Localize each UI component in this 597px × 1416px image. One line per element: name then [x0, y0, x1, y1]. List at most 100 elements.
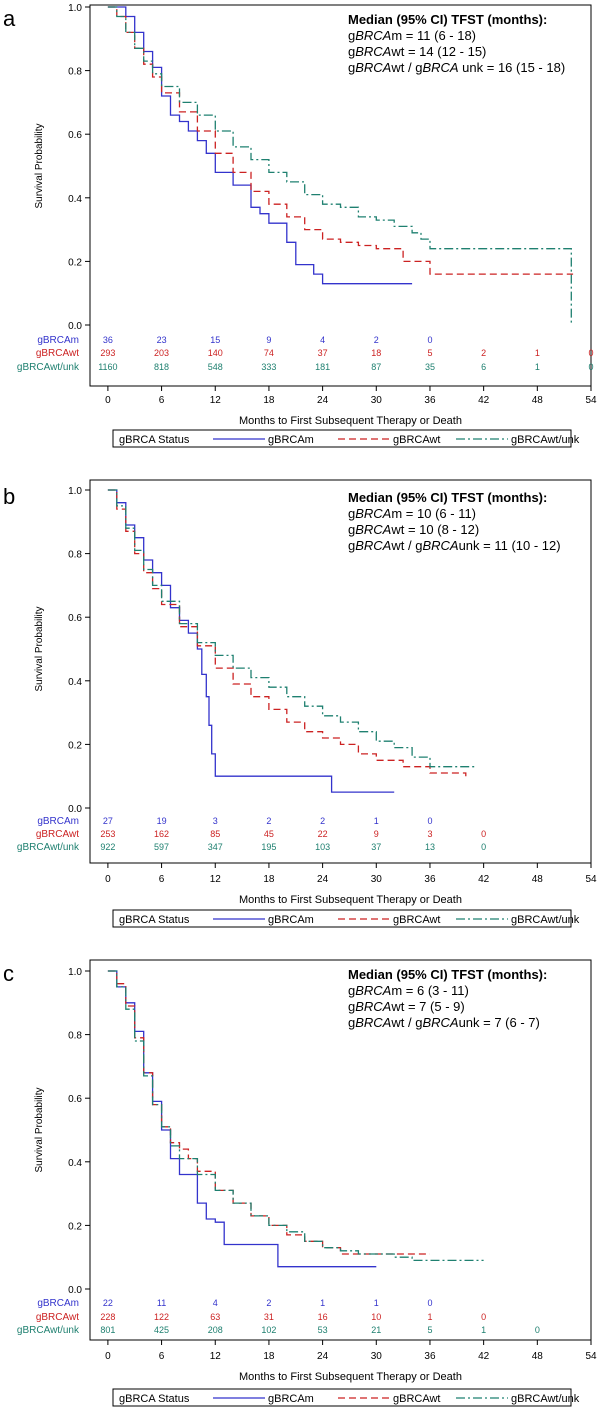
- panel-letter: b: [3, 484, 15, 509]
- risk-row-label: gBRCAwt/unk: [17, 362, 80, 373]
- median-line: gBRCAwt / gBRCA unk = 16 (15 - 18): [348, 60, 565, 75]
- median-line-part: BRCA: [355, 506, 391, 521]
- median-line: gBRCAm = 10 (6 - 11): [348, 506, 476, 521]
- x-tick-label: 48: [532, 1351, 544, 1362]
- x-tick-label: 12: [210, 1351, 222, 1362]
- risk-count: 15: [210, 335, 220, 345]
- risk-count: 13: [425, 842, 435, 852]
- risk-count: 85: [210, 829, 220, 839]
- legend-label: gBRCAwt/unk: [511, 434, 580, 446]
- risk-count: 9: [374, 829, 379, 839]
- risk-count: 53: [318, 1325, 328, 1335]
- risk-count: 102: [261, 1325, 276, 1335]
- x-tick-label: 6: [159, 1351, 165, 1362]
- median-line-part: wt / g: [390, 538, 422, 553]
- y-tick-label: 0.4: [68, 677, 82, 688]
- series-line-gBRCAm: [107, 970, 377, 1268]
- risk-count: 425: [154, 1325, 169, 1335]
- risk-count: 16: [318, 1312, 328, 1322]
- median-line-part: m = 11 (6 - 18): [391, 28, 476, 43]
- x-tick-label: 30: [371, 395, 383, 406]
- risk-count: 2: [374, 335, 379, 345]
- risk-count: 22: [318, 829, 328, 839]
- risk-count: 63: [210, 1312, 220, 1322]
- risk-count: 140: [208, 348, 223, 358]
- x-tick-label: 42: [478, 874, 490, 885]
- median-line: gBRCAwt = 7 (5 - 9): [348, 999, 465, 1014]
- risk-count: 0: [427, 816, 432, 826]
- median-line-part: wt = 7 (5 - 9): [390, 999, 464, 1014]
- y-tick-label: 0.6: [68, 613, 82, 624]
- x-tick-label: 18: [263, 1351, 275, 1362]
- y-axis-label: Survival Probability: [34, 1087, 45, 1172]
- x-tick-label: 24: [317, 1351, 329, 1362]
- risk-count: 31: [264, 1312, 274, 1322]
- risk-row-label: gBRCAwt/unk: [17, 842, 80, 853]
- median-line-part: g: [348, 1015, 355, 1030]
- x-tick-label: 12: [210, 395, 222, 406]
- risk-count: 0: [427, 335, 432, 345]
- legend-label: gBRCAwt/unk: [511, 914, 580, 926]
- x-tick-label: 0: [105, 1351, 111, 1362]
- risk-count: 1: [374, 816, 379, 826]
- x-tick-label: 0: [105, 395, 111, 406]
- risk-count: 22: [103, 1298, 113, 1308]
- median-line-part: unk = 11 (10 - 12): [459, 538, 561, 553]
- risk-count: 0: [481, 829, 486, 839]
- median-line-part: BRCA: [355, 522, 391, 537]
- risk-count: 162: [154, 829, 169, 839]
- y-tick-label: 0.0: [68, 321, 82, 332]
- median-line-part: wt = 10 (8 - 12): [390, 522, 479, 537]
- y-tick-label: 0.2: [68, 1221, 82, 1232]
- risk-count: 0: [481, 842, 486, 852]
- risk-row-label: gBRCAwt: [36, 829, 79, 840]
- legend-title: gBRCA Status: [119, 914, 190, 926]
- median-line-part: BRCA: [355, 44, 391, 59]
- plot-frame: [89, 479, 592, 864]
- x-tick-label: 54: [585, 1351, 597, 1362]
- risk-count: 103: [315, 842, 330, 852]
- risk-count: 203: [154, 348, 169, 358]
- legend: gBRCA Status gBRCAm gBRCAwt gBRCAwt/unk: [112, 1388, 580, 1407]
- median-line-part: g: [348, 44, 355, 59]
- median-line-part: wt = 14 (12 - 15): [390, 44, 486, 59]
- risk-count: 23: [157, 335, 167, 345]
- risk-count: 0: [481, 1312, 486, 1322]
- y-tick-label: 1.0: [68, 3, 82, 14]
- risk-count: 293: [100, 348, 115, 358]
- risk-count: 818: [154, 362, 169, 372]
- series-line-gBRCAwt: [107, 6, 574, 275]
- x-tick-label: 30: [371, 874, 383, 885]
- median-line-part: wt / g: [390, 60, 422, 75]
- risk-count: 2: [481, 348, 486, 358]
- risk-row-label: gBRCAwt: [36, 1312, 79, 1323]
- series-line-gBRCAwt_unk: [107, 489, 475, 768]
- y-tick-label: 0.2: [68, 740, 82, 751]
- y-tick-label: 0.4: [68, 1158, 82, 1169]
- risk-count: 1: [427, 1312, 432, 1322]
- risk-row-label: gBRCAwt/unk: [17, 1325, 80, 1336]
- series-line-gBRCAwt: [107, 489, 467, 777]
- x-tick-label: 12: [210, 874, 222, 885]
- legend-label: gBRCAwt: [393, 434, 440, 446]
- risk-count: 548: [208, 362, 223, 372]
- median-line-part: BRCA: [422, 538, 458, 553]
- risk-count: 11: [157, 1298, 166, 1308]
- median-line-part: wt / g: [390, 1015, 422, 1030]
- x-tick-label: 30: [371, 1351, 383, 1362]
- risk-count: 4: [213, 1298, 218, 1308]
- risk-count: 5: [427, 1325, 432, 1335]
- median-line: gBRCAm = 11 (6 - 18): [348, 28, 476, 43]
- risk-count: 1160: [98, 362, 117, 372]
- legend-label: gBRCAwt: [393, 1393, 440, 1405]
- panel-b: b 0.0 0.2 0.4 0.6 0.8 1.0 Survival Probability 0…: [3, 479, 597, 928]
- risk-count: 19: [157, 816, 167, 826]
- x-tick-label: 18: [263, 395, 275, 406]
- x-tick-label: 24: [317, 874, 329, 885]
- y-tick-label: 0.6: [68, 130, 82, 141]
- risk-count: 3: [427, 829, 432, 839]
- median-heading: Median (95% CI) TFST (months):: [348, 967, 547, 982]
- panel-letter: c: [3, 961, 14, 986]
- risk-count: 922: [100, 842, 115, 852]
